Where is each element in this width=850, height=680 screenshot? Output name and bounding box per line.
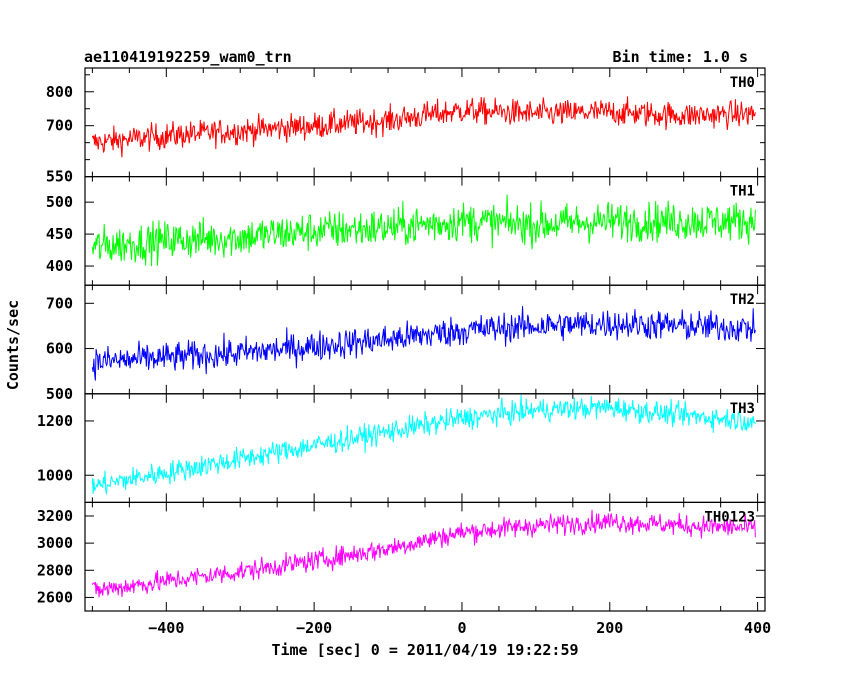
bin-time-label: Bin time: 1.0 s bbox=[613, 48, 748, 66]
y-tick-label: 550 bbox=[46, 168, 73, 186]
y-tick-label: 400 bbox=[46, 257, 73, 275]
panel-frame bbox=[84, 284, 766, 395]
panel-th0123: 2600 2800 3000 3200 TH0123 bbox=[37, 501, 766, 612]
panel-th0: 550 700 800 TH0 bbox=[46, 67, 766, 186]
y-tick-label: 500 bbox=[46, 193, 73, 211]
panel-label: TH3 bbox=[730, 401, 755, 417]
series-line-th1 bbox=[91, 194, 756, 267]
y-tick-label: 800 bbox=[46, 83, 73, 101]
y-tick-label: 1200 bbox=[37, 412, 73, 430]
x-tick-label: 0 bbox=[457, 619, 466, 637]
panel-label: TH2 bbox=[730, 292, 755, 308]
y-tick-label: 2600 bbox=[37, 588, 73, 606]
x-tick-labels: −400 −200 0 200 400 bbox=[148, 619, 771, 637]
y-tick-label: 3200 bbox=[37, 507, 73, 525]
series-line-th0 bbox=[91, 96, 756, 158]
panel-th3: 1000 1200 TH3 bbox=[37, 393, 766, 503]
y-tick-label: 450 bbox=[46, 225, 73, 243]
y-tick-label: 600 bbox=[46, 340, 73, 358]
panel-frame bbox=[84, 67, 766, 178]
panel-label: TH1 bbox=[730, 184, 755, 200]
panels-group: 550 700 800 TH0 400 450 500 TH1 500 600 700 TH2 1000… bbox=[37, 67, 766, 612]
y-tick-label: 500 bbox=[46, 385, 73, 403]
y-tick-label: 3000 bbox=[37, 534, 73, 552]
y-tick-label: 700 bbox=[46, 294, 73, 312]
chart-title: ae110419192259_wam0_trn bbox=[84, 48, 292, 66]
panel-th2: 500 600 700 TH2 bbox=[46, 284, 766, 403]
x-axis-label: Time [sec] 0 = 2011/04/19 19:22:59 bbox=[271, 641, 578, 659]
y-tick-label: 1000 bbox=[37, 466, 73, 484]
y-tick-label: 700 bbox=[46, 117, 73, 135]
x-tick-label: −400 bbox=[148, 619, 184, 637]
series-line-th3 bbox=[91, 394, 756, 495]
y-tick-label: 2800 bbox=[37, 561, 73, 579]
panel-th1: 400 450 500 TH1 bbox=[46, 176, 766, 286]
series-line-th2 bbox=[91, 306, 756, 381]
y-axis-label: Counts/sec bbox=[4, 300, 22, 390]
x-tick-label: 200 bbox=[596, 619, 623, 637]
panel-frame bbox=[84, 501, 766, 612]
panel-label: TH0 bbox=[730, 75, 755, 91]
x-tick-label: −200 bbox=[296, 619, 332, 637]
series-line-th0123 bbox=[91, 509, 756, 598]
x-tick-label: 400 bbox=[744, 619, 771, 637]
panel-label: TH0123 bbox=[704, 509, 755, 525]
panel-frame bbox=[84, 393, 766, 503]
